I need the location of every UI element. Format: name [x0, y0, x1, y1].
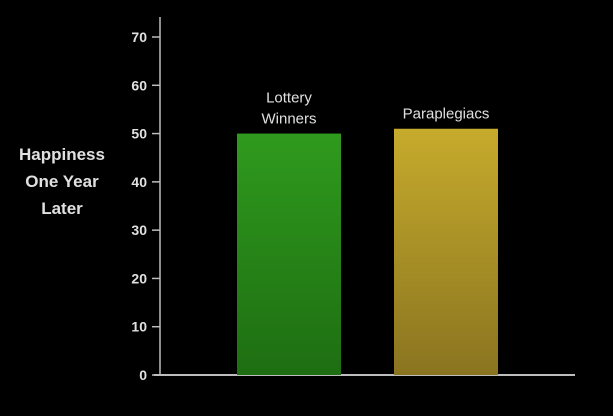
- y-axis-title-line: Later: [41, 199, 83, 218]
- y-tick-label-40: 40: [131, 174, 147, 190]
- label-layer: Happiness One Year Later Lottery Winners Para…: [19, 90, 489, 218]
- y-tick-label-0: 0: [139, 367, 147, 383]
- y-tick-label-30: 30: [131, 222, 147, 238]
- y-tick-label-60: 60: [131, 77, 147, 93]
- category-label-1: Lottery Winners: [261, 90, 316, 128]
- y-tick-label-70: 70: [131, 29, 147, 45]
- category-label-line: Winners: [261, 111, 316, 128]
- y-axis-title: Happiness One Year Later: [19, 145, 105, 218]
- bar-2: [394, 128, 498, 375]
- y-tick-label-50: 50: [131, 126, 147, 142]
- y-axis-title-line: Happiness: [19, 145, 105, 164]
- y-tick-label-10: 10: [131, 319, 147, 335]
- bar-layer: [237, 128, 498, 375]
- y-tick-label-20: 20: [131, 270, 147, 286]
- y-axis-title-line: One Year: [25, 172, 99, 191]
- bar-1: [237, 133, 341, 375]
- category-label-line: Paraplegiacs: [403, 106, 490, 123]
- axis-layer: 0 10 20 30 40 50 60 70: [131, 17, 575, 383]
- category-label-line: Lottery: [266, 90, 312, 107]
- category-label-2: Paraplegiacs: [403, 106, 490, 123]
